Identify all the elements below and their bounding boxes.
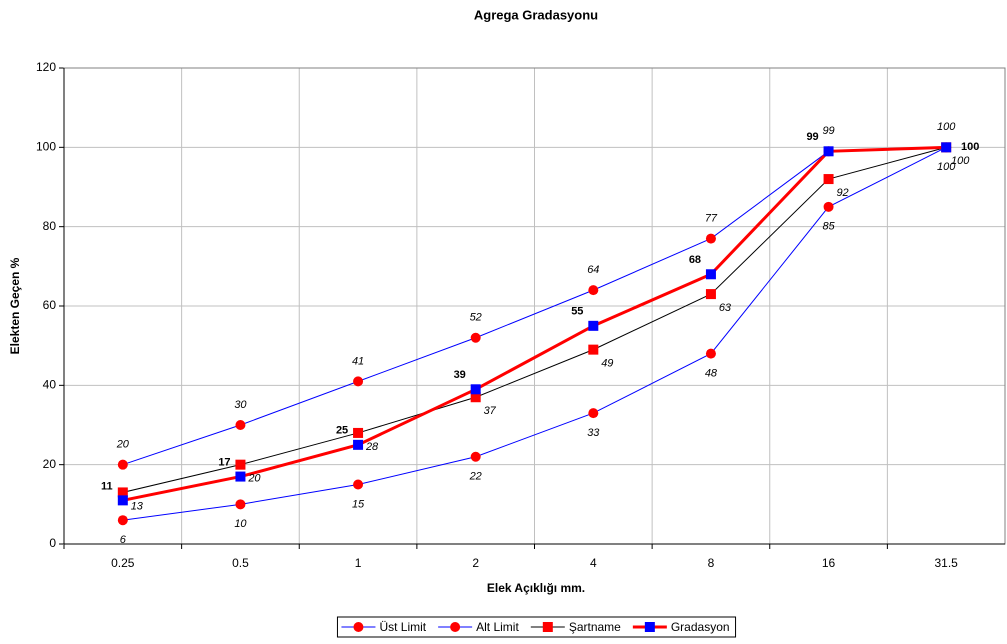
y-axis-title: Elekten Geçen %	[8, 257, 22, 354]
marker	[353, 439, 364, 450]
marker	[588, 344, 599, 355]
data-label: 100	[961, 141, 979, 153]
data-label: 17	[218, 456, 230, 468]
marker	[705, 269, 716, 280]
marker	[470, 392, 481, 403]
data-label: 100	[937, 161, 956, 173]
data-label: 52	[470, 312, 482, 324]
data-label: 20	[116, 439, 130, 451]
data-label: 41	[352, 355, 364, 367]
marker	[353, 376, 364, 387]
legend: Üst Limit Alt Limit Şartname Gradasyon	[336, 616, 737, 638]
y-tick-label: 20	[43, 457, 57, 471]
data-label: 39	[454, 369, 466, 381]
data-label: 20	[247, 473, 261, 485]
data-label: 49	[601, 358, 613, 370]
marker	[823, 146, 834, 157]
marker	[235, 471, 246, 482]
data-label: 63	[719, 302, 732, 314]
data-label: 85	[822, 221, 835, 233]
marker	[588, 408, 599, 419]
x-tick-label: 1	[355, 556, 362, 570]
legend-label: Alt Limit	[476, 620, 519, 634]
data-label: 33	[587, 427, 600, 439]
series-line	[122, 146, 947, 521]
marker	[353, 622, 364, 632]
marker	[542, 622, 553, 632]
data-label: 15	[352, 498, 365, 510]
marker	[235, 459, 246, 470]
legend-item: Gradasyon	[632, 620, 730, 634]
series-line	[122, 145, 947, 502]
y-tick-label: 40	[43, 378, 57, 392]
legend-label: Üst Limit	[379, 620, 426, 634]
marker	[588, 320, 599, 331]
y-tick-label: 100	[36, 140, 56, 154]
data-label: 48	[705, 368, 718, 380]
data-label: 25	[336, 425, 348, 437]
data-label: 55	[571, 306, 583, 318]
data-label: 11	[101, 480, 113, 492]
marker	[353, 479, 364, 490]
data-label: 64	[587, 264, 599, 276]
legend-item: Üst Limit	[341, 620, 427, 634]
data-label: 100	[951, 155, 970, 167]
data-label: 99	[822, 125, 834, 137]
marker	[353, 427, 364, 438]
y-tick-label: 60	[43, 298, 57, 312]
marker	[117, 487, 128, 498]
marker	[470, 332, 481, 343]
x-tick-label: 16	[822, 556, 836, 570]
marker	[117, 495, 128, 506]
data-label: 68	[689, 254, 701, 266]
x-tick-label: 4	[590, 556, 597, 570]
marker	[705, 289, 716, 300]
marker	[705, 348, 716, 359]
legend-item: Alt Limit	[438, 620, 519, 634]
marker	[117, 515, 128, 526]
y-tick-label: 80	[43, 219, 57, 233]
marker	[117, 459, 128, 470]
x-tick-label: 2	[472, 556, 479, 570]
data-label: 28	[365, 441, 379, 453]
y-tick-label: 120	[36, 60, 56, 74]
chart-title: Agrega Gradasyonu	[474, 7, 598, 22]
marker	[450, 622, 461, 632]
data-label: 13	[131, 500, 144, 512]
data-label: 92	[836, 187, 848, 199]
marker	[823, 174, 834, 185]
x-tick-label: 31.5	[935, 556, 959, 570]
x-tick-label: 0.5	[232, 556, 249, 570]
marker	[705, 233, 716, 244]
data-label: 37	[484, 405, 497, 417]
series-layer: 20 30 41 52 64 77 99 100 6 10 15 22 33 48 85 100 13 20 28 3…	[101, 121, 979, 546]
marker	[470, 384, 481, 395]
y-tick-label: 0	[49, 536, 56, 550]
series-line	[122, 146, 947, 493]
legend-label: Şartname	[569, 620, 621, 634]
x-tick-label: 0.25	[111, 556, 135, 570]
data-label: 30	[234, 399, 247, 411]
data-label: 99	[806, 131, 818, 143]
legend-label: Gradasyon	[671, 620, 730, 634]
legend-item: Şartname	[530, 620, 621, 634]
marker	[644, 622, 655, 632]
data-label: 10	[234, 518, 247, 530]
data-label: 6	[120, 534, 127, 546]
data-label: 22	[469, 471, 482, 483]
marker	[235, 499, 246, 510]
marker	[235, 420, 246, 430]
marker	[823, 201, 834, 212]
data-label: 77	[705, 212, 718, 224]
x-tick-label: 8	[708, 556, 715, 570]
data-label: 100	[937, 121, 956, 133]
series-line	[122, 146, 947, 466]
x-axis-title: Elek Açıklığı mm.	[487, 581, 585, 595]
marker	[470, 451, 481, 462]
marker	[588, 285, 599, 296]
marker	[941, 142, 952, 153]
